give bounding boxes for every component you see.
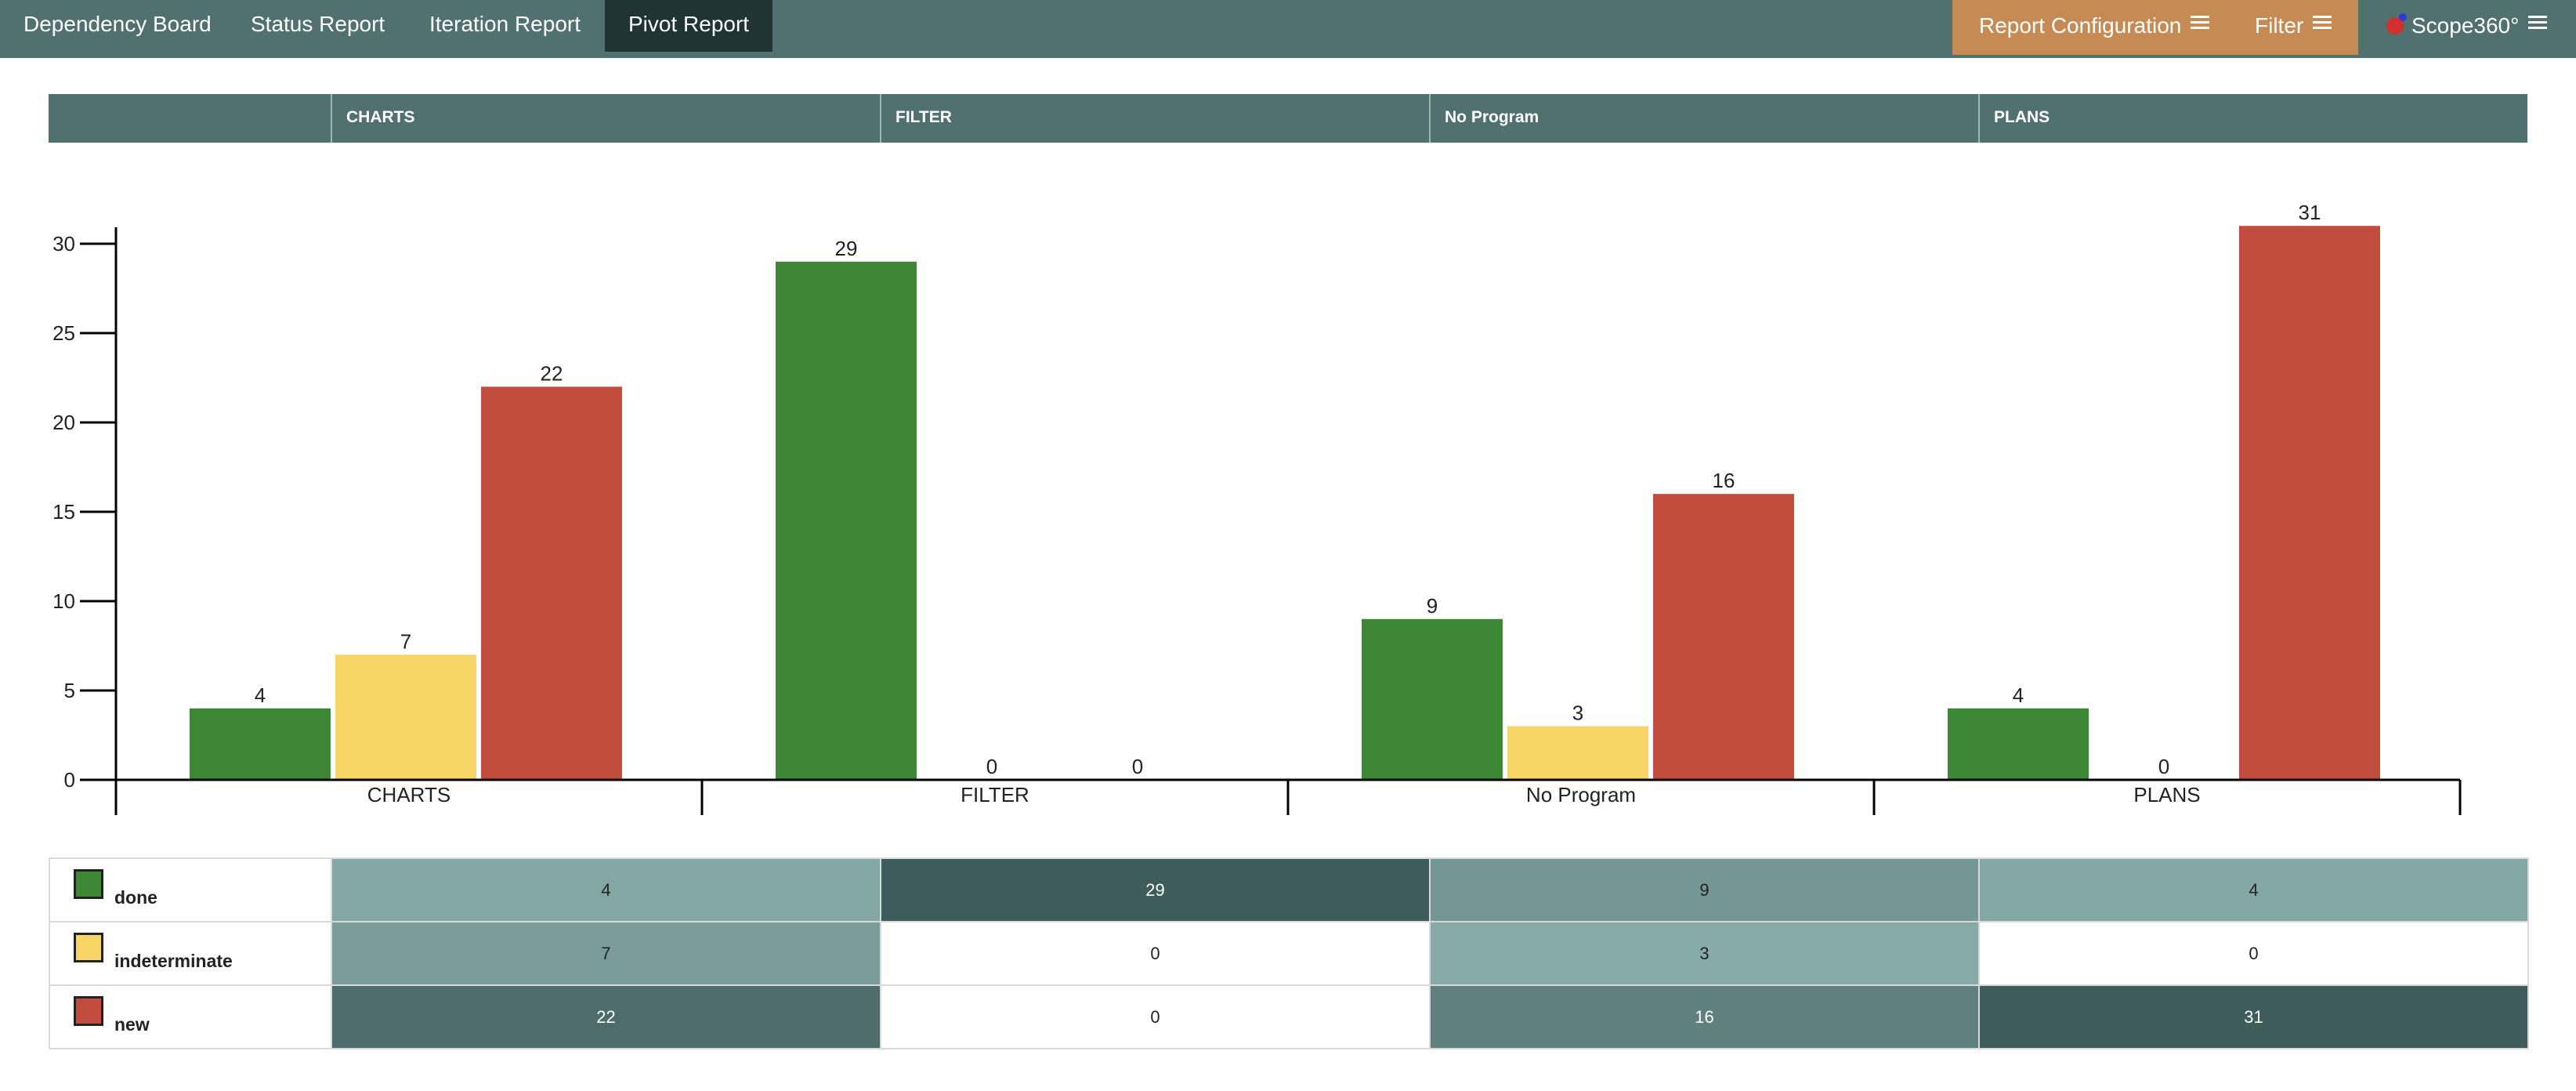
y-tick-label: 20 [52, 411, 75, 434]
y-tick-label: 5 [64, 679, 75, 702]
app-name: Scope360° [2411, 13, 2520, 38]
report-configuration-label: Report Configuration [1979, 13, 2182, 38]
menu-icon [2191, 15, 2210, 30]
tab-pivot-report[interactable]: Pivot Report [605, 0, 773, 52]
y-tick-label: 15 [52, 500, 75, 524]
bar-value-label: 3 [1572, 701, 1583, 725]
legend-cell-new: new [49, 984, 332, 1049]
legend-swatch [74, 868, 103, 899]
bar-done [1362, 618, 1503, 780]
table-cell: 0 [880, 984, 1431, 1049]
bar-value-label: 9 [1427, 594, 1438, 618]
bar-value-label: 22 [541, 361, 563, 385]
table-cell: 0 [880, 921, 1431, 986]
legend-label: done [114, 887, 157, 908]
legend-cell-indeterminate: indeterminate [49, 921, 332, 986]
menu-icon [2313, 15, 2332, 30]
tab-dependency-board[interactable]: Dependency Board [24, 12, 212, 36]
bar-done [1948, 708, 2089, 780]
y-tick-label: 0 [64, 768, 75, 792]
table-cell: 4 [331, 857, 881, 922]
header-column-filter: FILTER [880, 94, 1429, 143]
table-row: new 22 0 16 31 [49, 984, 2529, 1049]
tab-status-report[interactable]: Status Report [251, 12, 385, 36]
y-tick-label: 30 [52, 232, 75, 256]
y-tick-label: 10 [52, 589, 75, 613]
bar-value-label: 0 [2158, 755, 2169, 778]
filter-button[interactable]: Filter [2234, 0, 2358, 55]
table-cell: 4 [1978, 857, 2529, 922]
table-cell: 7 [331, 921, 881, 986]
pivot-header-row: CHARTS FILTER No Program PLANS [49, 94, 2527, 143]
legend-cell-done: done [49, 857, 332, 922]
legend-swatch [74, 995, 103, 1026]
menu-icon [2528, 15, 2548, 30]
report-configuration-button[interactable]: Report Configuration [1952, 0, 2234, 55]
bar-done [776, 261, 917, 780]
legend-label: indeterminate [114, 951, 233, 971]
table-cell: 29 [880, 857, 1431, 922]
legend-label: new [114, 1014, 150, 1035]
bar-done [190, 708, 331, 780]
bar-indeterminate [1507, 726, 1648, 780]
header-corner-cell [49, 94, 331, 143]
tab-iteration-report[interactable]: Iteration Report [429, 12, 581, 36]
bar-value-label: 7 [400, 629, 411, 653]
x-category-label: PLANS [2133, 783, 2200, 806]
app-menu[interactable]: Scope360° [2386, 0, 2548, 55]
table-cell: 9 [1429, 857, 1980, 922]
header-column-charts: CHARTS [331, 94, 880, 143]
top-navigation-bar: Dependency Board Status Report Iteration… [0, 0, 2576, 58]
scope360-logo-icon [2386, 13, 2407, 34]
header-column-no-program: No Program [1429, 94, 1978, 143]
table-row: done 4 29 9 4 [49, 857, 2529, 922]
bar-value-label: 29 [835, 237, 858, 260]
pivot-data-table: done 4 29 9 4 indeterminate 7 0 3 0 new 22 0 16 31 [49, 857, 2529, 1049]
bar-new [2239, 226, 2380, 780]
x-category-label: CHARTS [367, 783, 450, 806]
table-cell: 22 [331, 984, 881, 1049]
bar-indeterminate [335, 654, 476, 780]
header-column-plans: PLANS [1978, 94, 2527, 143]
bar-value-label: 0 [1132, 755, 1143, 778]
bar-value-label: 4 [255, 683, 266, 707]
table-cell: 0 [1978, 921, 2529, 986]
filter-label: Filter [2255, 13, 2304, 38]
bar-value-label: 16 [1713, 469, 1735, 492]
table-cell: 16 [1429, 984, 1980, 1049]
table-cell: 3 [1429, 921, 1980, 986]
legend-swatch [74, 932, 103, 962]
bar-chart: 0 5 10 15 20 25 30 4 7 22 CHARTS 29 0 0 FILTER 9 3 16 No P… [52, 201, 2462, 815]
bar-value-label: 0 [986, 755, 997, 778]
table-cell: 31 [1978, 984, 2529, 1049]
bar-value-label: 31 [2299, 201, 2321, 224]
bar-new [481, 386, 622, 780]
bar-value-label: 4 [2013, 683, 2024, 707]
bar-new [1653, 494, 1794, 780]
x-category-label: FILTER [961, 783, 1029, 806]
table-row: indeterminate 7 0 3 0 [49, 921, 2529, 986]
y-tick-label: 25 [52, 321, 75, 345]
x-category-label: No Program [1526, 783, 1636, 806]
